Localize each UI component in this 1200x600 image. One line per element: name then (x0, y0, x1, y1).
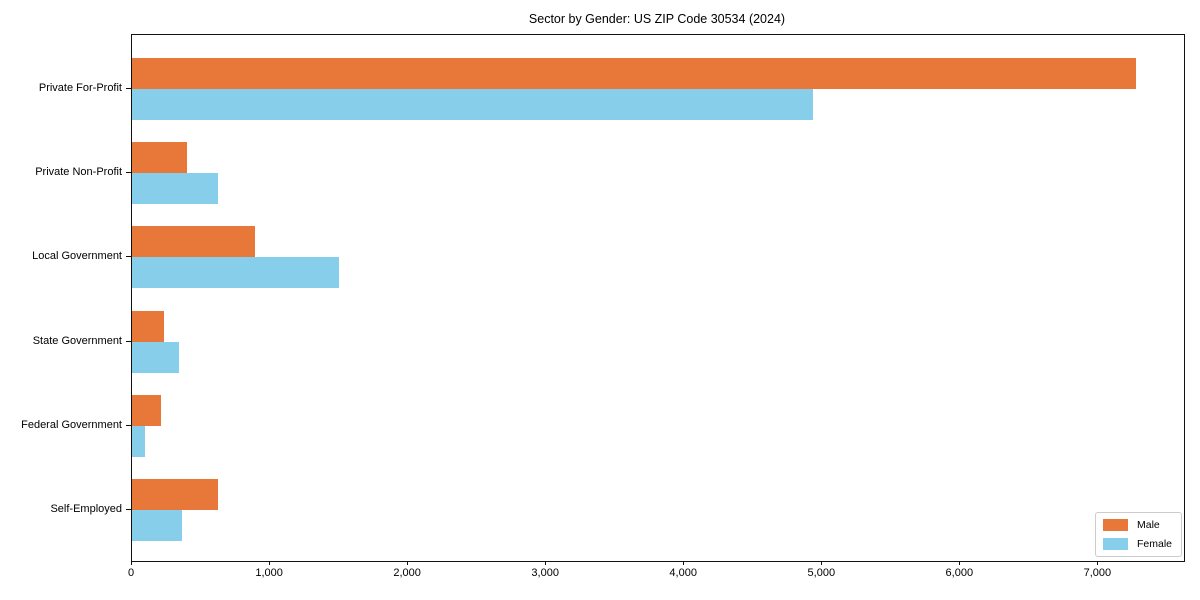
bar-male-state-government (132, 310, 165, 342)
y-tick-mark (126, 340, 131, 342)
x-tick-mark (407, 561, 409, 565)
bar-male-private-for-profit (132, 58, 1136, 89)
bar-male-federal-government (132, 394, 161, 426)
bar-male-self-employed (132, 479, 218, 510)
bar-male-local-government (132, 226, 255, 258)
x-tick-mark (269, 561, 271, 565)
y-axis-label-local-government: Local Government (32, 250, 122, 263)
bar-female-private-non-profit (132, 173, 218, 205)
x-tick-mark (545, 561, 547, 565)
x-tick-label-2-000: 2,000 (393, 567, 421, 579)
legend-entry-female: Female (1102, 538, 1172, 550)
y-tick-mark (126, 88, 131, 89)
x-tick-label-6-000: 6,000 (945, 567, 974, 579)
bar-female-state-government (132, 341, 179, 373)
legend-swatch-male (1102, 519, 1128, 531)
y-axis-label-federal-government: Federal Government (21, 418, 122, 431)
x-tick-mark (959, 561, 961, 565)
legend-entry-male: Male (1102, 519, 1172, 531)
legend-label-male: Male (1136, 519, 1160, 531)
x-tick-mark (1097, 561, 1099, 565)
y-axis-label-private-for-profit: Private For-Profit (38, 82, 122, 94)
y-axis-label-state-government: State Government (32, 334, 122, 347)
bar-female-federal-government (132, 425, 146, 457)
y-tick-mark (126, 509, 131, 510)
legend-label-female: Female (1136, 538, 1172, 550)
x-tick-label-5-000: 5,000 (807, 567, 836, 579)
bar-male-private-non-profit (132, 142, 188, 174)
y-tick-mark (126, 424, 131, 426)
bar-female-self-employed (132, 510, 182, 541)
bar-female-private-for-profit (132, 89, 813, 120)
chart-title: Sector by Gender: US ZIP Code 30534 (202… (528, 12, 786, 26)
x-tick-mark (131, 561, 132, 565)
legend-swatch-female (1102, 538, 1128, 550)
x-tick-label-7-000: 7,000 (1083, 567, 1112, 579)
y-axis-label-self-employed: Self-Employed (50, 503, 122, 515)
y-axis-label-private-non-profit: Private Non-Profit (35, 166, 122, 179)
legend: Male Female (1094, 512, 1182, 557)
x-tick-mark (683, 561, 685, 565)
x-tick-label-0: 0 (127, 567, 135, 579)
y-tick-mark (126, 256, 131, 258)
x-tick-mark (821, 561, 823, 565)
plot-area: Male Female (131, 34, 1185, 562)
y-tick-mark (126, 172, 131, 174)
bar-female-local-government (132, 257, 340, 289)
x-tick-label-4-000: 4,000 (669, 567, 697, 579)
x-tick-label-1-000: 1,000 (255, 567, 283, 579)
x-tick-label-3-000: 3,000 (531, 567, 559, 579)
